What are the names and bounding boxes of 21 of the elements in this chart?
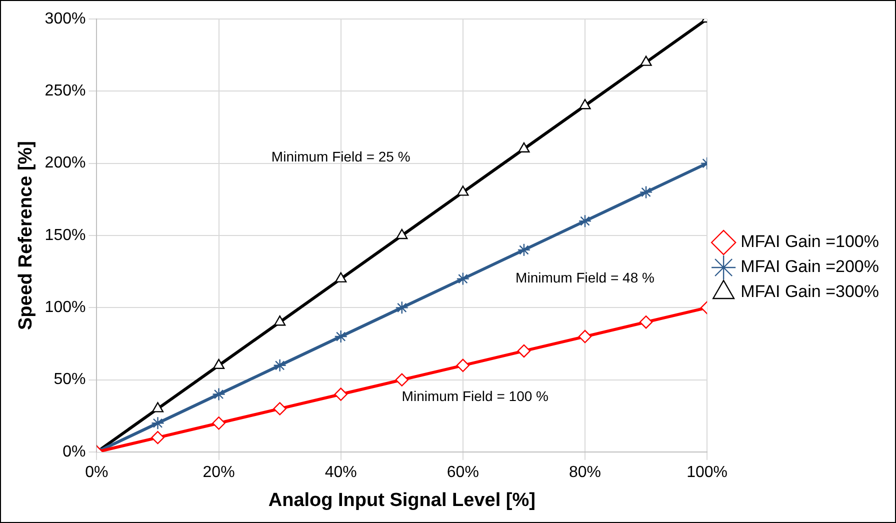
x-axis-title: Analog Input Signal Level [%] — [268, 490, 536, 511]
y-tick-label: 100% — [44, 299, 86, 316]
y-tick-label: 300% — [44, 10, 86, 28]
y-tick-label: 0% — [62, 443, 86, 460]
y-tick-label: 200% — [44, 154, 86, 172]
y-tick-label: 250% — [44, 82, 86, 100]
x-tick-label: 20% — [202, 464, 235, 482]
y-tick-label: 150% — [44, 226, 86, 244]
x-tick-label: 60% — [446, 464, 479, 482]
x-tick-label: 80% — [568, 464, 602, 482]
y-tick-label: 50% — [54, 371, 86, 388]
annotation: Minimum Field = 48 % — [516, 270, 654, 286]
legend-label: MFAI Gain =100% — [740, 232, 880, 252]
x-tick-label: 40% — [324, 464, 357, 482]
legend-label: MFAI Gain =300% — [740, 282, 880, 302]
x-tick-label: 100% — [686, 464, 728, 482]
y-axis-title: Speed Reference [%] — [16, 140, 37, 330]
x-tick-label: 0% — [85, 464, 108, 482]
annotation: Minimum Field = 25 % — [271, 148, 410, 164]
legend-label: MFAI Gain =200% — [740, 257, 880, 276]
annotation: Minimum Field = 100 % — [402, 388, 548, 404]
